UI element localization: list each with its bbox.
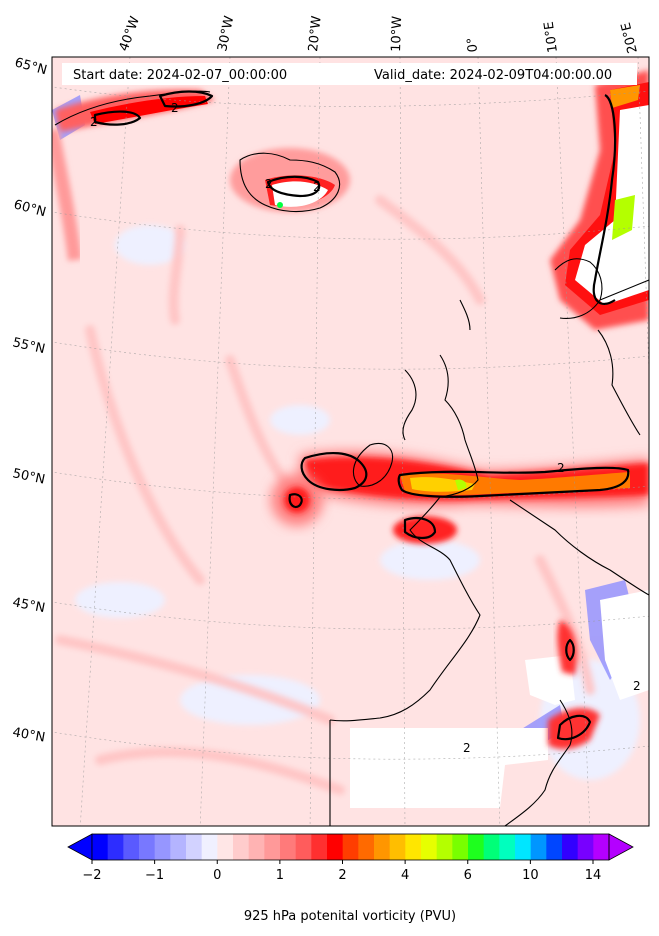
start-date-label: Start date: 2024-02-07_00:00:00 xyxy=(73,68,287,83)
colorbar-cell xyxy=(92,834,109,860)
colorbar-cell xyxy=(295,834,312,860)
contour-label: 2 xyxy=(313,180,321,194)
colorbar-cell xyxy=(483,834,500,860)
colorbar-tick-label: 4 xyxy=(401,868,409,883)
header-box xyxy=(62,63,637,85)
colorbar-over-triangle xyxy=(608,833,634,861)
colorbar-under-triangle xyxy=(67,833,93,861)
contour-label: 2 xyxy=(557,461,565,475)
orography-masks xyxy=(350,590,649,808)
colorbar-title: 925 hPa potenital vorticity (PVU) xyxy=(244,909,456,924)
colorbar-tick-label: 0 xyxy=(213,868,221,883)
lat-label: 50°N xyxy=(11,466,46,487)
colorbar-cell xyxy=(468,834,485,860)
colorbar-tick-label: 2 xyxy=(338,868,346,883)
contour-label: 2 xyxy=(90,115,98,129)
colorbar-cell xyxy=(264,834,281,860)
lon-label: 0° xyxy=(465,37,481,53)
colorbar-cell xyxy=(515,834,532,860)
lat-label: 55°N xyxy=(11,335,46,357)
lon-label: 10°W xyxy=(389,16,405,53)
latitude-labels: 65°N 60°N 55°N 50°N 45°N 40°N xyxy=(11,55,48,745)
colorbar-cell xyxy=(186,834,203,860)
contour-label: 2 xyxy=(171,101,179,115)
colorbar-cell xyxy=(499,834,516,860)
contour-label: 2 xyxy=(265,177,273,191)
colorbar: −2 −1 0 1 2 4 6 10 14 925 hPa potenital vorticit… xyxy=(67,833,634,924)
colorbar-tick-label: 14 xyxy=(585,868,602,883)
colorbar-cell xyxy=(530,834,547,860)
colorbar-cell xyxy=(280,834,297,860)
colorbar-cell xyxy=(342,834,359,860)
colorbar-cell xyxy=(217,834,234,860)
map-panel: 2 2 2 2 2 2 2 Start date: 2024-02-07_00:… xyxy=(52,57,649,826)
weak-pv-streaks xyxy=(55,195,595,795)
colorbar-cell xyxy=(562,834,579,860)
pv-2-contours xyxy=(93,90,630,741)
map-frame xyxy=(51,56,650,827)
contour-labels: 2 2 2 2 2 2 2 xyxy=(90,101,641,755)
colorbar-cell xyxy=(201,834,218,860)
lon-label: 40°W xyxy=(117,14,143,53)
colorbar-cell xyxy=(436,834,453,860)
colorbar-cell xyxy=(577,834,594,860)
colorbar-cell xyxy=(248,834,265,860)
colorbar-tick-label: 1 xyxy=(276,868,284,883)
lon-label: 10°E xyxy=(542,20,561,53)
colorbar-cell xyxy=(452,834,469,860)
colorbar-cell xyxy=(123,834,140,860)
valid-date-label: Valid_date: 2024-02-09T04:00:00.00 xyxy=(374,68,612,83)
lat-label: 65°N xyxy=(13,55,49,78)
colorbar-ticks: −2 −1 0 1 2 4 6 10 14 xyxy=(82,860,601,883)
lat-label: 45°N xyxy=(11,595,46,616)
colorbar-frame xyxy=(91,833,610,861)
norway-pv xyxy=(550,70,649,330)
colorbar-tick-label: −2 xyxy=(82,868,101,883)
colorbar-tick-label: 6 xyxy=(464,868,472,883)
colorbar-cell xyxy=(233,834,250,860)
colorbar-cell xyxy=(107,834,124,860)
colorbar-cell xyxy=(327,834,344,860)
colorbar-cell xyxy=(170,834,187,860)
colorbar-tick-label: 10 xyxy=(522,868,539,883)
iceland-pv xyxy=(230,148,350,212)
lon-label: 20°E xyxy=(619,21,641,55)
colorbar-cell xyxy=(593,834,610,860)
colorbar-cell xyxy=(358,834,375,860)
colorbar-cell xyxy=(405,834,422,860)
contour-label: 2 xyxy=(463,741,471,755)
longitude-labels: 40°W 30°W 20°W 10°W 0° 10°E 20°E xyxy=(117,14,641,54)
colorbar-cell xyxy=(389,834,406,860)
lon-label: 30°W xyxy=(215,14,237,52)
lat-label: 40°N xyxy=(11,725,46,745)
colorbar-cell xyxy=(421,834,438,860)
lon-label: 20°W xyxy=(306,15,325,52)
graticule xyxy=(52,57,649,826)
colorbar-cells xyxy=(92,834,610,860)
colorbar-cell xyxy=(311,834,328,860)
frontal-pv-band xyxy=(271,450,649,544)
colorbar-tick-label: −1 xyxy=(145,868,164,883)
contour-label: 2 xyxy=(633,679,641,693)
colorbar-cell xyxy=(374,834,391,860)
colorbar-cell xyxy=(546,834,563,860)
lat-label: 60°N xyxy=(12,197,48,220)
colorbar-cell xyxy=(154,834,171,860)
colorbar-cell xyxy=(139,834,156,860)
